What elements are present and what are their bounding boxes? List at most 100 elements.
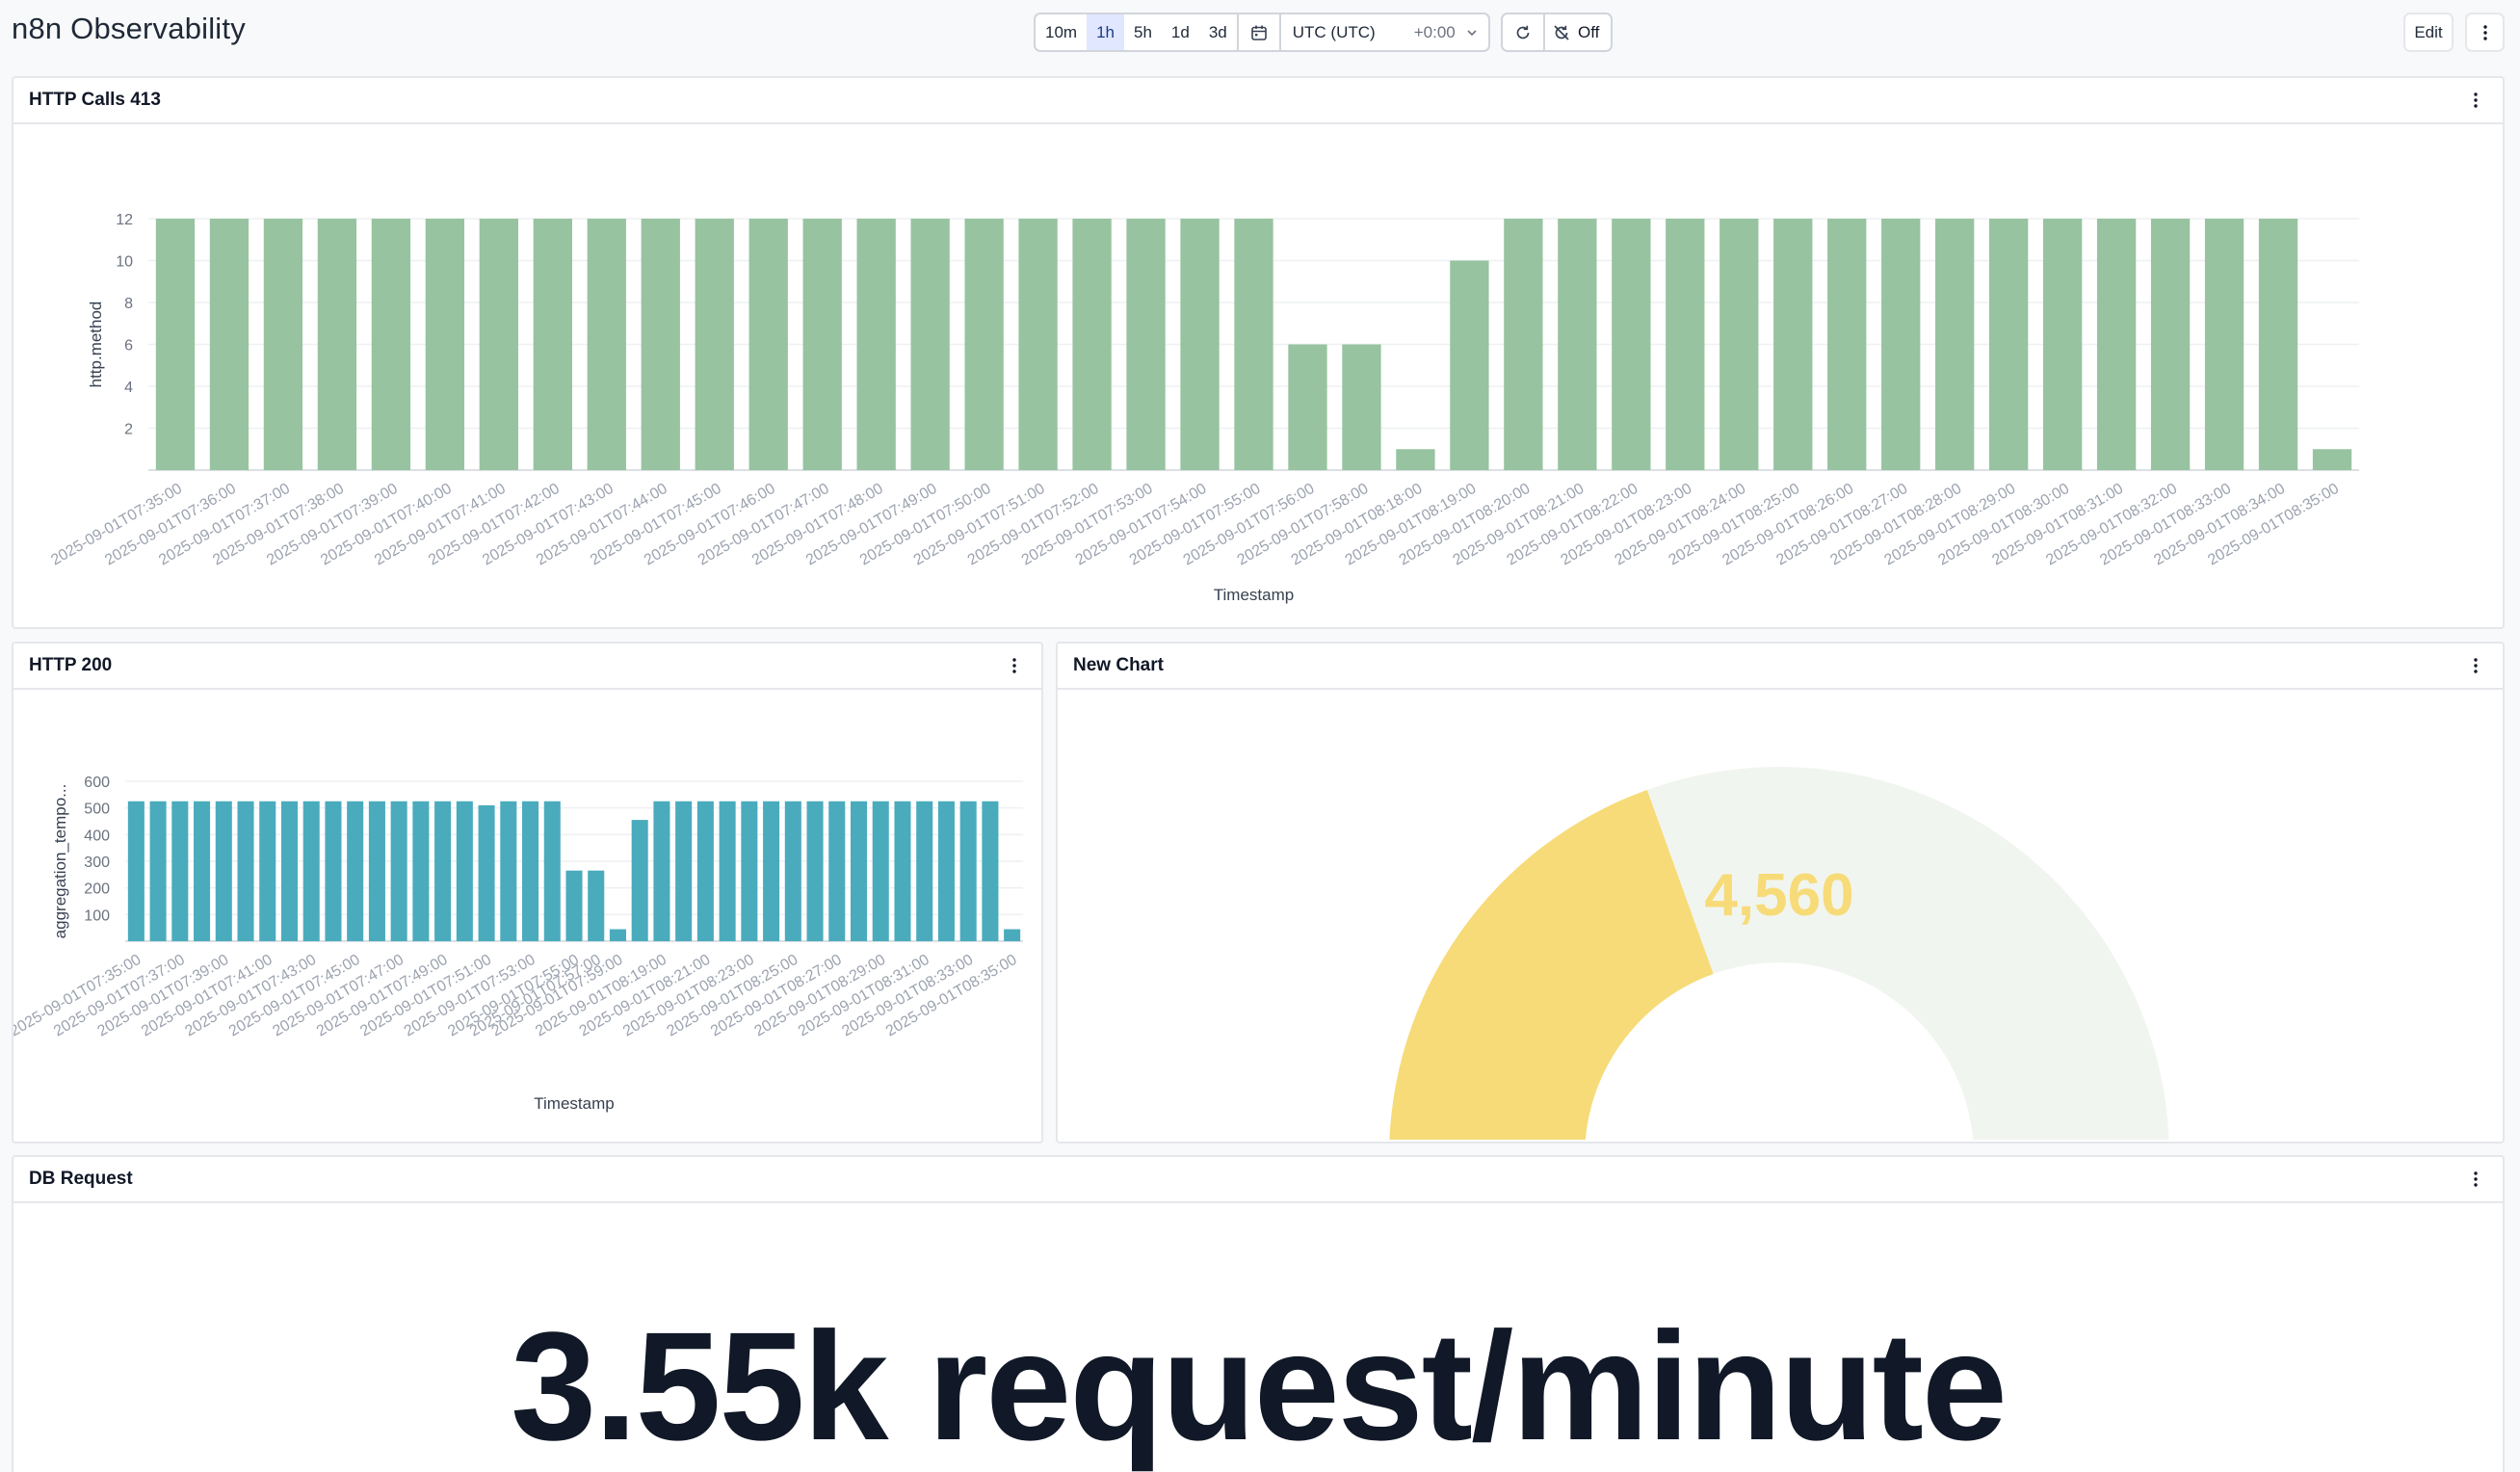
chart-bar: [587, 219, 626, 470]
chart-bar: [1719, 219, 1759, 470]
panel-new-chart: New Chart 4,560: [1056, 642, 2505, 1143]
panel-title: HTTP Calls 413: [29, 90, 161, 110]
chart-bar: [1935, 219, 1975, 470]
chart-bar: [2042, 219, 2083, 470]
chart-bar: [390, 801, 407, 941]
chart-bar: [565, 870, 583, 941]
time-range-5h[interactable]: 5h: [1134, 22, 1152, 41]
db-request-value: 3.55k request/minute: [511, 1300, 2008, 1472]
panel-header: New Chart: [1058, 644, 2503, 690]
time-range-3d[interactable]: 3d: [1208, 22, 1227, 41]
edit-button[interactable]: Edit: [2403, 13, 2454, 52]
more-vertical-icon: [2474, 1171, 2478, 1187]
y-tick-label: 4: [124, 380, 133, 396]
y-tick-label: 8: [124, 296, 133, 312]
chart-bar: [1666, 219, 1705, 470]
timezone-select[interactable]: UTC (UTC) +0:00: [1281, 14, 1488, 50]
time-range-1d[interactable]: 1d: [1170, 22, 1190, 41]
panel-menu-button[interactable]: [2464, 1168, 2487, 1191]
chart-bar: [1450, 260, 1489, 470]
chart-bar: [371, 219, 411, 470]
panel-menu-button[interactable]: [2464, 89, 2487, 112]
y-tick-label: 500: [84, 802, 110, 818]
chart-bar: [325, 801, 342, 941]
refresh-icon: [1516, 25, 1530, 39]
panel-header: DB Request: [13, 1157, 2503, 1203]
dashboard-more-button[interactable]: [2465, 13, 2505, 52]
chart-bar: [2096, 219, 2137, 470]
panel-db-request: DB Request 3.55k request/minute: [12, 1155, 2505, 1472]
chart-bar: [872, 801, 889, 941]
chart-bar: [412, 801, 430, 941]
time-range-1h[interactable]: 1h: [1087, 14, 1124, 50]
chart-bar: [1288, 344, 1327, 470]
time-range-10m[interactable]: 10m: [1045, 22, 1078, 41]
http-calls-bar-chart: 246810122025-09-01T07:35:002025-09-01T07…: [48, 212, 2359, 604]
panel-title: HTTP 200: [29, 655, 113, 675]
refresh-button[interactable]: [1503, 14, 1543, 50]
chart-bar: [2312, 449, 2352, 470]
chart-bar: [675, 801, 693, 941]
chevron-down-icon: [1467, 29, 1477, 36]
chart-bar: [280, 801, 299, 941]
auto-refresh-toggle[interactable]: Off: [1545, 14, 1611, 50]
chart-bar: [543, 801, 561, 941]
calendar-button[interactable]: [1239, 14, 1279, 50]
chart-bar: [937, 801, 955, 941]
chart-bar: [500, 801, 517, 941]
chart-bar: [856, 219, 896, 470]
chart-bar: [763, 801, 780, 941]
time-range-picker: 10m 1h 5h 1d 3d UTC (UTC) +0:00: [1034, 13, 1490, 52]
chart-bar: [1126, 219, 1166, 470]
chart-bar: [719, 801, 736, 941]
x-axis-label: Timestamp: [1214, 586, 1294, 604]
y-axis-label: aggregation_tempo...: [51, 784, 69, 939]
panel-http-200: HTTP 200 100 200 300 400 500 600 2025-09-01T07…: [12, 642, 1043, 1143]
chart-bar: [784, 801, 801, 941]
chart-bar: [456, 801, 473, 941]
chart-bar: [302, 801, 320, 941]
chart-bar: [910, 219, 950, 470]
chart-bar: [209, 219, 249, 470]
panel-header: HTTP Calls 413: [13, 78, 2503, 124]
chart-bar: [1881, 219, 1921, 470]
chart-bar: [127, 801, 144, 941]
chart-bar: [478, 804, 495, 941]
gauge-fill: [1389, 789, 1714, 1142]
chart-bar: [850, 801, 868, 941]
panel-menu-button[interactable]: [2464, 654, 2487, 677]
y-tick-label: 100: [84, 907, 110, 924]
chart-bar: [368, 801, 385, 941]
chart-bar: [1180, 219, 1220, 470]
panel-menu-button[interactable]: [1003, 654, 1026, 677]
y-tick-label: 600: [84, 775, 110, 791]
chart-bar: [1396, 449, 1435, 470]
y-axis-label: http.method: [87, 302, 105, 388]
auto-refresh-label: Off: [1578, 22, 1600, 41]
panel-http-calls-413: HTTP Calls 413 2 4 6 8 10 12 2025-09-01T07:35:…: [12, 76, 2505, 629]
gauge-value: 4,560: [1704, 862, 1853, 929]
chart-bar: [237, 801, 254, 941]
more-vertical-icon: [2474, 92, 2478, 108]
calendar-icon: [1250, 25, 1267, 40]
y-tick-label: 6: [124, 338, 133, 355]
chart-bar: [641, 219, 680, 470]
chart-bar: [894, 801, 911, 941]
chart-bar: [982, 801, 999, 941]
refresh-controls: Off: [1501, 13, 1614, 52]
panel-header: HTTP 200: [13, 644, 1041, 690]
chart-bar: [1018, 219, 1058, 470]
chart-bar: [828, 801, 846, 941]
chart-bar: [194, 801, 211, 941]
chart-bar: [916, 801, 933, 941]
chart-bar: [588, 870, 605, 941]
chart-bar: [1558, 219, 1597, 470]
chart-bar: [1342, 344, 1381, 470]
chart-bar: [149, 801, 167, 941]
chart-bar: [263, 219, 303, 470]
x-axis-label: Timestamp: [534, 1094, 614, 1113]
chart-bar: [2258, 219, 2298, 470]
chart-bar: [259, 801, 276, 941]
chart-bar: [806, 801, 824, 941]
chart-bar: [1773, 219, 1813, 470]
